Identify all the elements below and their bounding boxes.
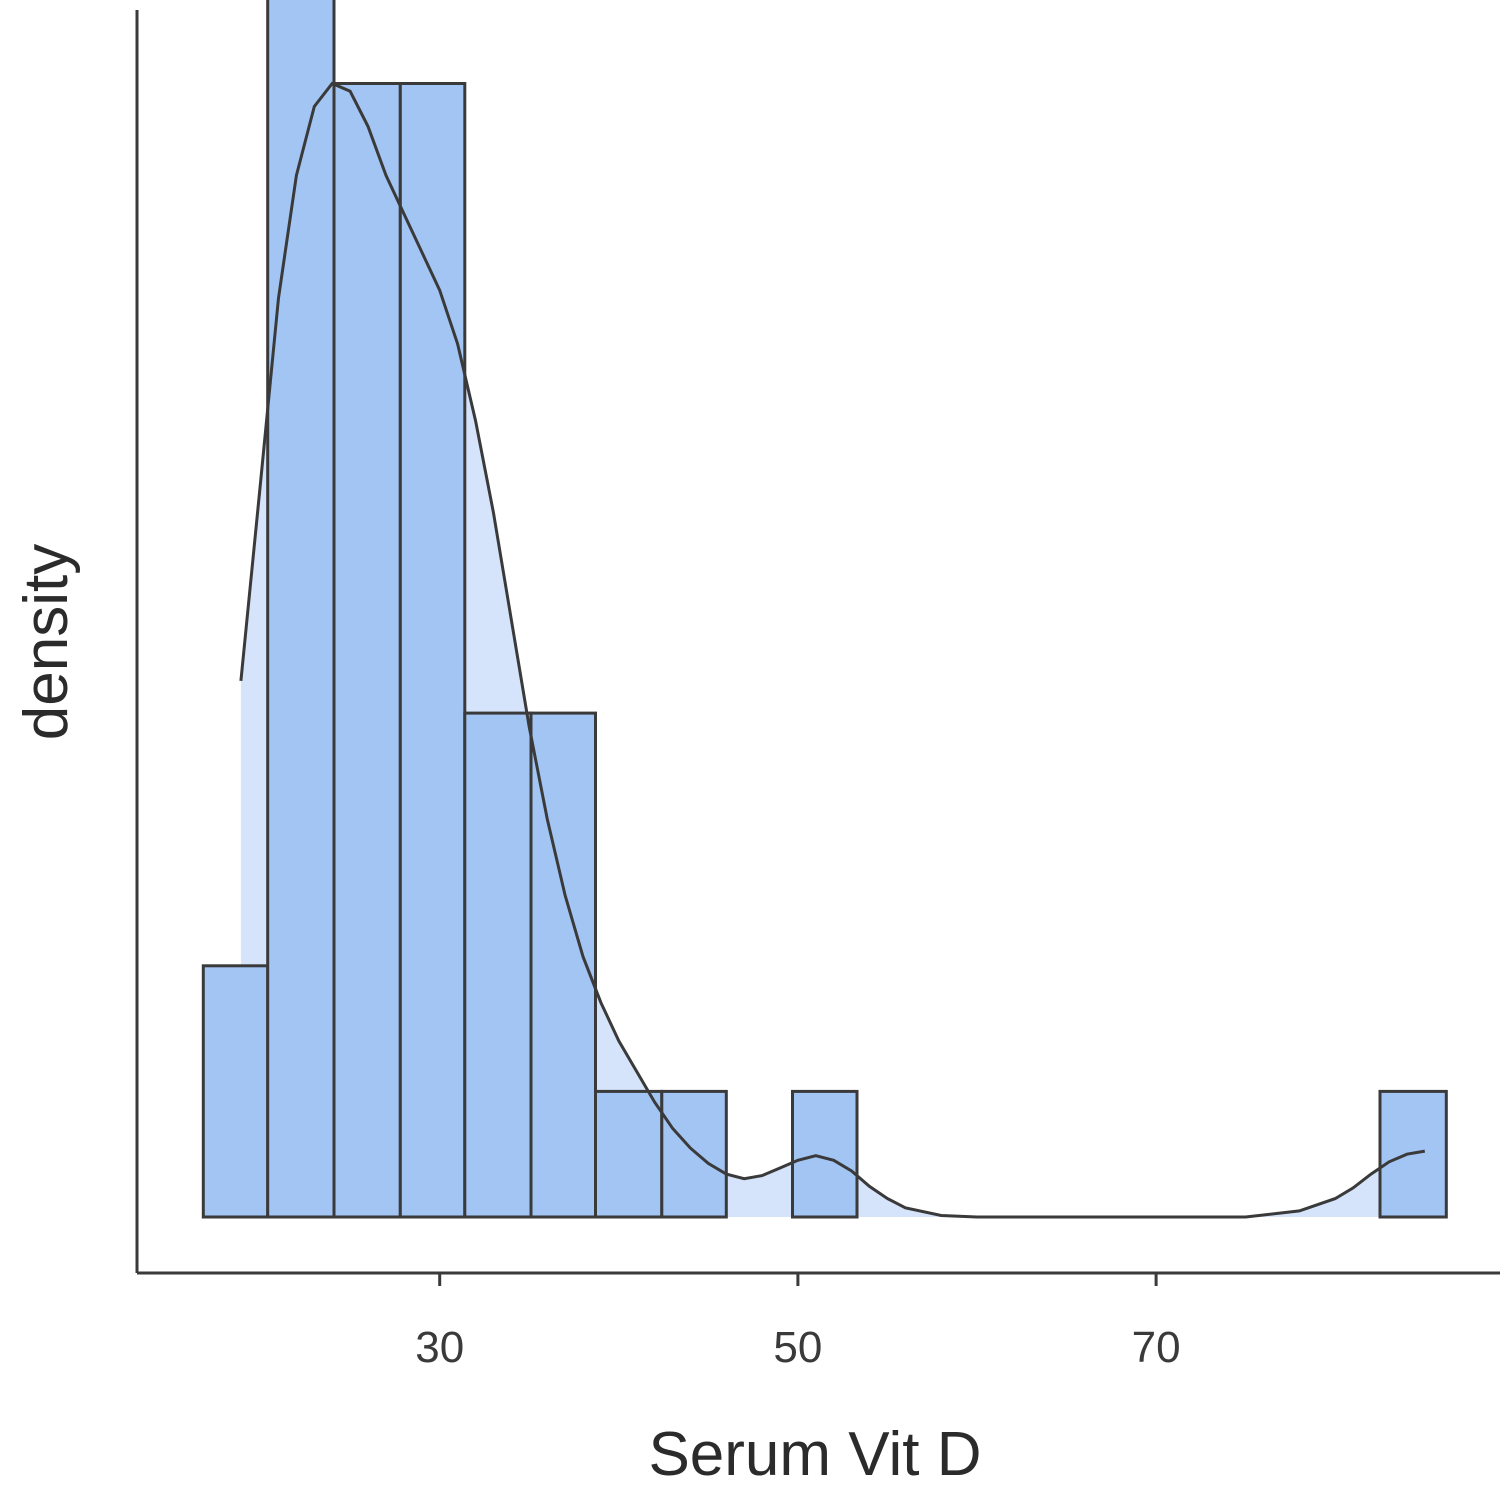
histogram-bar bbox=[791, 1089, 859, 1219]
histogram-bar bbox=[266, 0, 336, 1219]
histogram-bar bbox=[660, 1089, 728, 1219]
axes bbox=[135, 10, 1500, 1275]
histogram-bars bbox=[201, 0, 1448, 1219]
density-curve-layer bbox=[239, 81, 1426, 1219]
x-tick-label: 50 bbox=[773, 1323, 822, 1372]
histogram-bar bbox=[201, 964, 270, 1219]
x-axis-title: Serum Vit D bbox=[648, 1420, 981, 1489]
density-curve bbox=[239, 81, 1426, 1219]
histogram-bar bbox=[594, 1089, 664, 1219]
histogram-bar bbox=[332, 82, 402, 1219]
histogram-bar bbox=[398, 82, 467, 1219]
x-axis-ticks: 30 50 70 bbox=[415, 1273, 1181, 1372]
x-tick-label: 70 bbox=[1132, 1323, 1181, 1372]
histogram-bar bbox=[463, 711, 533, 1219]
y-axis-title: density bbox=[12, 544, 81, 740]
x-tick-label: 30 bbox=[415, 1323, 464, 1372]
